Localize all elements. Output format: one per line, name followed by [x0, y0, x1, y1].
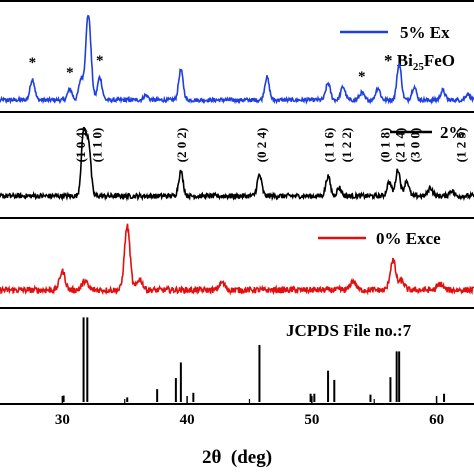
hkl-label: (0 2 4): [254, 128, 269, 163]
legend-5pct: 5% Ex: [340, 23, 450, 42]
x-tick-label: 30: [55, 412, 70, 428]
hkl-label: (1 2 5): [454, 128, 469, 163]
impurity-marker: *: [29, 55, 37, 71]
legend-0pct: 0% Exce: [318, 229, 441, 248]
legend-bi25feo-after: FeO: [424, 51, 455, 70]
hkl-label: (1 0 4): [73, 128, 88, 163]
series-line-1: [0, 126, 474, 202]
plot-layer: ****(1 0 4) (1 1 0) (2 0 2) (0 2 4) (1 1 6)(…: [0, 14, 474, 428]
legend-2pct: 2%: [390, 123, 466, 142]
x-tick-label: 50: [304, 412, 319, 428]
x-axis-title: 2θ (deg): [202, 447, 272, 468]
legend-0pct-label: 0% Exce: [376, 229, 441, 248]
series-line-0: [0, 14, 474, 105]
hkl-label: (1 1 0): [89, 128, 104, 163]
legend-bi25feo-sub: 25: [413, 61, 425, 73]
x-tick-label: 40: [180, 412, 195, 428]
series-line-2: [0, 223, 474, 296]
legend-bi25feo-label: * Bi25FeO: [384, 51, 455, 73]
impurity-marker: *: [96, 53, 104, 69]
hkl-label: (1 2 2): [339, 128, 354, 163]
legend-bi25feo-main: * Bi: [384, 51, 413, 70]
hkl-label: (0 1 8): [377, 128, 392, 163]
reference-label: JCPDS File no.:7: [286, 321, 412, 340]
hkl-label: (2 1 4): [392, 128, 407, 163]
legend-5pct-label: 5% Ex: [400, 23, 450, 42]
hkl-label: (1 1 6): [321, 128, 336, 163]
legend-bi25feo: * Bi25FeO: [384, 51, 455, 73]
hkl-label: (2 0 2): [174, 128, 189, 163]
panel-borders: [0, 0, 474, 405]
legend-2pct-label: 2%: [440, 123, 466, 142]
impurity-marker: *: [358, 69, 366, 85]
x-tick-label: 60: [429, 412, 444, 428]
impurity-marker: *: [66, 65, 74, 81]
hkl-label: (3 0 0): [407, 128, 422, 163]
